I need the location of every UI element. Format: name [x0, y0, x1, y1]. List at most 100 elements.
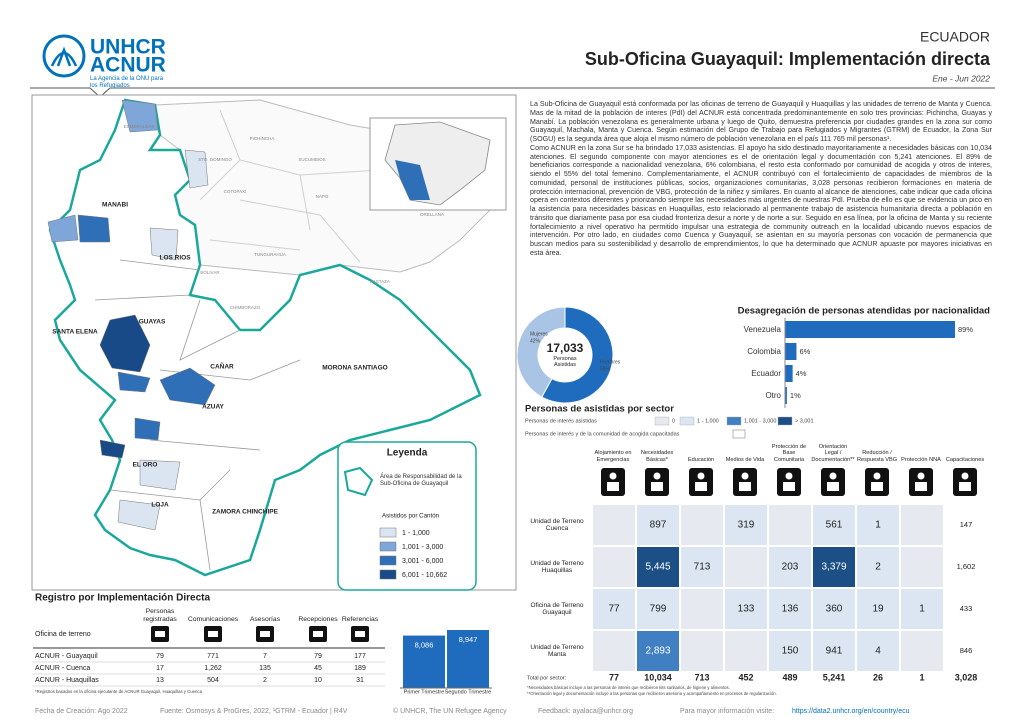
sector-cell-label: 150: [782, 646, 799, 657]
sector-icon: [777, 468, 801, 496]
registration-cell: 13: [156, 677, 164, 684]
sector-icon-glyph: [651, 482, 663, 491]
logo-emblem: [42, 34, 86, 78]
quarter-value-label: 8,947: [459, 635, 478, 644]
sector-cell: [725, 631, 767, 671]
registration-cell: 189: [354, 665, 366, 672]
donut-segment: [541, 306, 614, 404]
map-label: SANTA ELENA: [52, 329, 98, 336]
sector-icon: [689, 468, 713, 496]
sector-cell: [857, 589, 899, 629]
area-of-responsibility: [48, 98, 482, 577]
map-label: SUCUMBIOS: [298, 157, 325, 162]
sector-column-header: Capacitaciones: [945, 456, 985, 463]
sector-cell-label: 147: [960, 520, 973, 529]
nationality-bar: [785, 365, 793, 382]
map-legend-swatch: [379, 527, 397, 538]
nationality-title: Desagregación de personas atendidas por …: [738, 306, 991, 317]
sector-column-header: Protección de Base Comunitaria: [771, 444, 807, 463]
footer-created: Fecha de Creación: Ago 2022: [35, 708, 128, 715]
sector-note: **Orientación legal y documentación incl…: [527, 691, 777, 696]
donut-center: [539, 329, 591, 381]
sector-column-header: Educación: [687, 456, 715, 463]
sector-cell: [637, 547, 679, 587]
sector-icon-glyph: [695, 482, 707, 491]
registration-icon-glyph: [155, 631, 165, 637]
sector-icon: [865, 468, 889, 496]
sector-icon-glyph: [915, 482, 927, 491]
sector-icon-glyph: [871, 482, 883, 491]
sector-cell: [637, 631, 679, 671]
registration-note: *Registros basados en la oficina ejecuta…: [35, 689, 203, 694]
donut-value-label: 58%: [600, 366, 611, 372]
nationality-value-label: 4%: [796, 369, 807, 378]
sector-icon-glyph: [785, 472, 793, 480]
map-legend-title: Leyenda: [387, 448, 428, 459]
logo-tagline: La Agencia de la ONU para los Refugiados: [90, 76, 164, 89]
sector-cell-label: 846: [960, 646, 973, 655]
sector-cell: [857, 631, 899, 671]
sector-column-header: Reducción / Respuesta VBG: [856, 450, 898, 463]
sector-cell: [593, 631, 635, 671]
inset-map: [369, 117, 507, 211]
registration-header: Referencias: [341, 615, 379, 623]
sectors-legend-trained-swatch: [732, 429, 746, 439]
logo-unhcr: UNHCR: [90, 36, 166, 59]
map-label: ZAMORA CHINCHIPE: [212, 509, 279, 516]
registration-cell: 79: [314, 653, 322, 660]
sector-cell: [945, 631, 987, 671]
registration-cell: 10: [314, 677, 322, 684]
sector-total-value: 26: [873, 672, 883, 682]
title: Sub-Oficina Guayaquil: Implementación di…: [585, 49, 991, 69]
registration-cell: 7: [263, 653, 267, 660]
sector-cell-label: 1: [919, 604, 925, 615]
sector-icon-glyph: [827, 482, 839, 491]
sector-cell: [945, 547, 987, 587]
sector-row-label: Unidad de Terreno Cuenca: [530, 517, 584, 533]
map-legend-swatch: [379, 569, 397, 580]
sector-cell-label: 19: [872, 604, 884, 615]
registration-title: Registro por Implementación Directa: [35, 593, 210, 604]
sector-cell-label: 897: [650, 520, 667, 531]
sectors-legend-class: 0: [672, 418, 675, 424]
sector-cell-label: 799: [650, 604, 667, 615]
registration-cell: 31: [356, 677, 364, 684]
sector-row-label: Unidad de Terreno Manta: [530, 643, 584, 659]
quarter-bar: [403, 635, 445, 688]
footer-more: Para mayor información visite:: [680, 708, 774, 715]
sector-icon: [821, 468, 845, 496]
quarter-category: Primer Trimestre: [404, 689, 445, 695]
sector-cell: [593, 547, 635, 587]
registration-cell: ACNUR - Cuenca: [35, 665, 90, 672]
registration-cell: 771: [207, 653, 219, 660]
sector-column-header: Protección NNA: [901, 456, 941, 463]
sector-cell-label: 203: [782, 562, 799, 573]
nationality-value-label: 89%: [958, 325, 973, 334]
sector-total-value: 10,034: [644, 672, 672, 682]
area-legend-symbol: [343, 466, 374, 497]
map-label: ORELLANA: [420, 212, 444, 217]
sector-icon-glyph: [697, 472, 705, 480]
sector-cell-label: 133: [738, 604, 755, 615]
quarter-value-label: 8,086: [415, 641, 434, 650]
quarter-category: Segundo Trimestre: [445, 689, 491, 695]
registration-cell: 135: [259, 665, 271, 672]
map-label: TUNGURAHUA: [254, 252, 286, 257]
nationality-category: Ecuador: [751, 369, 781, 378]
sector-cell: [769, 589, 811, 629]
sector-cell-label: 713: [694, 562, 711, 573]
map-legend-class: 1 - 1,000: [402, 530, 430, 537]
sector-total-value: 3,028: [955, 672, 978, 682]
sector-total-value: 452: [738, 672, 753, 682]
registration-icon-glyph: [355, 631, 365, 637]
sector-total-value: 77: [609, 672, 619, 682]
map-label: MANABI: [102, 202, 128, 209]
registration-cell: 79: [156, 653, 164, 660]
country: ECUADOR: [920, 29, 990, 45]
sector-cell: [681, 631, 723, 671]
sector-cell-label: 3,379: [821, 562, 846, 573]
nationality-category: Colombia: [747, 347, 781, 356]
nationality-category: Otro: [765, 391, 781, 400]
map-label: EL ORO: [133, 462, 158, 469]
sector-icon-glyph: [607, 482, 619, 491]
